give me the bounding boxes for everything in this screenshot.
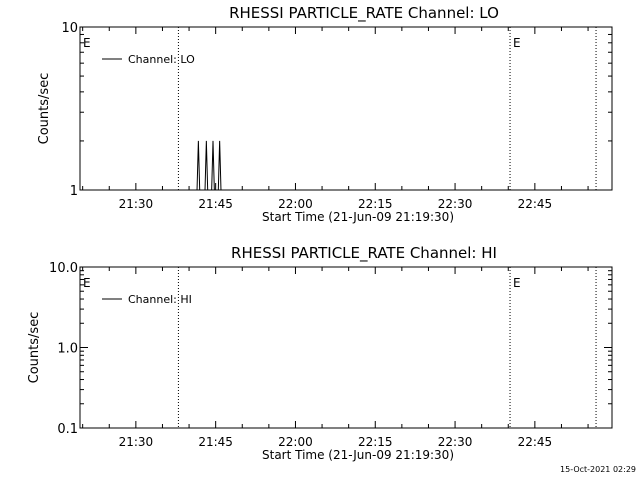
chart-panel-2: RHESSI PARTICLE_RATE Channel: HI 21:30 21:…	[27, 244, 613, 462]
series-spike	[217, 140, 222, 191]
series-spike	[204, 140, 209, 191]
event-label: E	[83, 36, 91, 50]
y-tick-label: 10	[61, 21, 78, 36]
event-label: E	[513, 36, 521, 50]
chart-title: RHESSI PARTICLE_RATE Channel: HI	[231, 244, 497, 263]
x-tick-label: 21:30	[119, 435, 154, 449]
x-tick-label: 21:45	[198, 197, 233, 211]
event-label: E	[513, 276, 521, 290]
chart-panel-1: RHESSI PARTICLE_RATE Channel: LO 21:30 21:…	[37, 4, 613, 224]
x-tick-label: 22:00	[278, 197, 313, 211]
x-axis-label: Start Time (21-Jun-09 21:19:30)	[262, 210, 454, 224]
legend-label: Channel: LO	[128, 53, 195, 66]
legend-label: Channel: HI	[128, 293, 192, 306]
x-tick-label: 21:45	[198, 435, 233, 449]
y-tick-label: 0.1	[57, 422, 78, 437]
x-tick-label: 22:45	[518, 197, 553, 211]
y-tick-label: 10.0	[49, 261, 78, 276]
x-tick-label: 22:15	[358, 435, 393, 449]
series-spike	[196, 140, 201, 191]
event-label: E	[83, 276, 91, 290]
series-spike	[211, 140, 215, 191]
plot-frame	[79, 266, 613, 429]
y-tick-label: 1	[70, 184, 78, 199]
x-tick-label: 22:30	[438, 435, 473, 449]
x-tick-label: 22:30	[438, 197, 473, 211]
footer-timestamp: 15-Oct-2021 02:29	[560, 465, 636, 474]
x-tick-label: 21:30	[119, 197, 154, 211]
y-axis-label: Counts/sec	[27, 312, 42, 384]
y-tick-label: 1.0	[57, 342, 78, 357]
x-tick-label: 22:45	[518, 435, 553, 449]
x-tick-label: 22:00	[278, 435, 313, 449]
chart-title: RHESSI PARTICLE_RATE Channel: LO	[229, 4, 499, 23]
plot-frame	[79, 26, 613, 191]
x-tick-label: 22:15	[358, 197, 393, 211]
x-axis-label: Start Time (21-Jun-09 21:19:30)	[262, 448, 454, 462]
y-axis-label: Counts/sec	[37, 73, 52, 145]
